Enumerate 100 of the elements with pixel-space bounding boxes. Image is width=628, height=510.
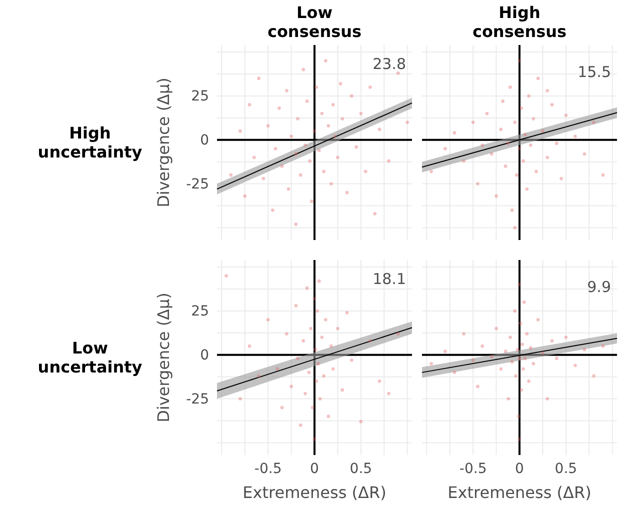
- point: [471, 120, 475, 124]
- point: [546, 397, 550, 400]
- point: [520, 388, 524, 392]
- point: [452, 131, 456, 135]
- point: [574, 364, 577, 368]
- y-tick-label: 0: [200, 347, 209, 364]
- point: [350, 358, 354, 362]
- point: [322, 374, 326, 378]
- point: [302, 339, 306, 342]
- point: [499, 367, 503, 371]
- point: [515, 173, 518, 177]
- point: [320, 112, 324, 116]
- point: [284, 88, 288, 92]
- point: [238, 397, 242, 400]
- point: [490, 354, 494, 358]
- point: [314, 85, 318, 89]
- point: [310, 200, 314, 204]
- point: [518, 438, 522, 441]
- point: [516, 348, 520, 352]
- point: [518, 356, 522, 360]
- point: [508, 85, 512, 89]
- point: [248, 344, 252, 348]
- point: [326, 124, 330, 128]
- point: [480, 143, 484, 147]
- point: [304, 143, 307, 147]
- point: [248, 103, 252, 106]
- point: [536, 318, 540, 322]
- point: [286, 187, 290, 191]
- x-tick-label: 0.5: [350, 460, 372, 477]
- y-tick-label: -25: [186, 176, 209, 192]
- point: [316, 362, 320, 366]
- point: [476, 384, 480, 388]
- point: [330, 344, 333, 348]
- point: [312, 296, 316, 300]
- point: [518, 322, 522, 325]
- point: [516, 414, 520, 418]
- point: [378, 128, 382, 132]
- annotation: 15.5: [578, 63, 611, 81]
- point: [396, 71, 400, 75]
- point: [243, 194, 247, 198]
- point: [592, 120, 596, 124]
- point: [462, 159, 466, 163]
- point: [522, 367, 525, 371]
- text: High uncertainty: [38, 124, 143, 162]
- point: [280, 406, 284, 410]
- point: [336, 156, 340, 160]
- point: [271, 208, 274, 212]
- point: [302, 68, 306, 72]
- point: [476, 182, 480, 186]
- point: [378, 380, 382, 383]
- annotation: 9.9: [587, 278, 611, 296]
- point: [514, 374, 518, 378]
- point: [304, 392, 307, 396]
- point: [324, 59, 328, 62]
- x-axis-title: Extremeness (ΔR): [448, 483, 592, 502]
- point: [499, 128, 503, 132]
- point: [318, 397, 322, 400]
- x-axis-title: Extremeness (ΔR): [242, 483, 386, 502]
- point: [266, 124, 270, 128]
- point: [527, 94, 530, 98]
- point: [510, 360, 514, 364]
- point: [528, 346, 532, 350]
- point: [601, 344, 605, 348]
- point: [532, 362, 536, 366]
- point: [520, 106, 524, 110]
- point: [345, 311, 349, 314]
- point: [518, 146, 522, 150]
- point: [314, 348, 318, 352]
- point: [513, 309, 517, 313]
- point: [322, 170, 326, 174]
- point: [308, 159, 312, 163]
- point: [452, 370, 456, 374]
- point: [506, 142, 510, 146]
- point: [601, 173, 605, 177]
- point: [359, 420, 363, 424]
- point: [229, 173, 233, 177]
- point: [294, 152, 298, 156]
- point: [314, 380, 318, 383]
- point: [252, 156, 256, 160]
- point: [501, 100, 504, 103]
- point: [522, 159, 525, 163]
- point: [504, 164, 508, 168]
- point: [554, 142, 558, 146]
- point: [490, 152, 494, 156]
- point: [554, 356, 558, 360]
- point: [274, 146, 278, 150]
- point: [331, 367, 335, 371]
- point: [520, 342, 524, 346]
- point: [550, 339, 554, 342]
- point: [276, 367, 280, 371]
- point: [523, 132, 527, 136]
- point: [296, 117, 300, 120]
- point: [333, 134, 337, 138]
- point: [406, 120, 410, 124]
- point: [508, 336, 512, 339]
- point: [373, 212, 377, 216]
- point: [312, 438, 316, 441]
- chart-title: High consensus: [472, 3, 567, 41]
- point: [541, 351, 544, 355]
- point: [310, 406, 314, 410]
